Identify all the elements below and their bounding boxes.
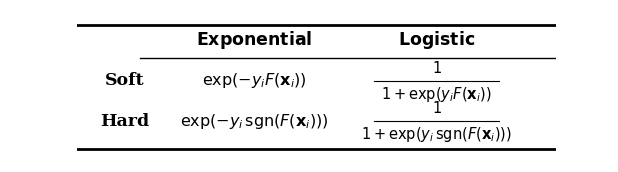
Text: $\mathbf{Exponential}$: $\mathbf{Exponential}$	[197, 29, 313, 51]
Text: $\exp(-y_i\,\mathrm{sgn}(F(\mathbf{x}_i)))$: $\exp(-y_i\,\mathrm{sgn}(F(\mathbf{x}_i)…	[180, 112, 329, 131]
Text: $1+\exp(y_i\,\mathrm{sgn}(F(\mathbf{x}_i)))$: $1+\exp(y_i\,\mathrm{sgn}(F(\mathbf{x}_i…	[361, 125, 512, 144]
Text: Hard: Hard	[101, 113, 150, 130]
Text: Soft: Soft	[105, 72, 145, 89]
Text: $\mathbf{Logistic}$: $\mathbf{Logistic}$	[398, 29, 475, 51]
Text: $\exp(-y_i F(\mathbf{x}_i))$: $\exp(-y_i F(\mathbf{x}_i))$	[202, 71, 307, 90]
Text: $1$: $1$	[431, 100, 441, 116]
Text: $1+\exp(y_i F(\mathbf{x}_i))$: $1+\exp(y_i F(\mathbf{x}_i))$	[381, 85, 492, 104]
Text: $1$: $1$	[431, 60, 441, 76]
